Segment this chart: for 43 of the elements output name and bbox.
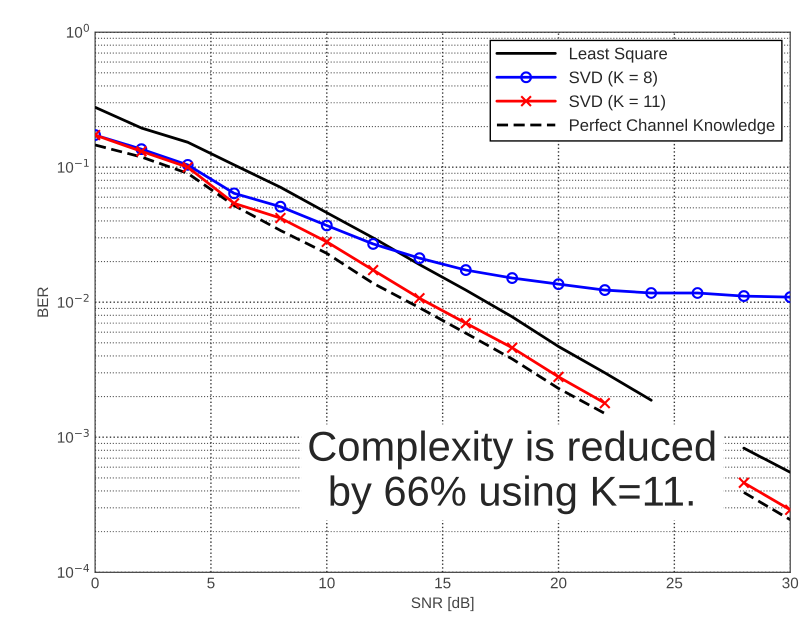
point — [228, 187, 240, 200]
y-axis-title: BER — [38, 287, 48, 317]
x-tick-label: 20 — [550, 578, 566, 588]
point — [414, 252, 426, 264]
point — [320, 236, 333, 248]
x-tick-label: 25 — [666, 578, 682, 588]
x-tick-label: 10 — [319, 578, 335, 588]
point — [320, 220, 333, 232]
point — [598, 284, 611, 296]
point — [367, 264, 380, 276]
point — [228, 197, 240, 210]
y-tick-label: 10$^{0}$ — [66, 24, 90, 38]
point — [692, 287, 704, 299]
x-tick-label: 15 — [435, 578, 451, 588]
x-tick-label: 5 — [207, 578, 215, 588]
x-axis-title: SNR [dB] — [412, 596, 474, 612]
point — [460, 317, 472, 330]
point — [274, 212, 286, 224]
point — [414, 292, 426, 304]
legend-label: SVD (K = 8) — [569, 71, 657, 87]
legend-label: Least Square — [570, 48, 668, 63]
point — [738, 290, 750, 302]
point — [367, 238, 380, 250]
point — [506, 342, 518, 354]
x-tick-label: 30 — [782, 578, 798, 588]
y-tick-label: 10$^{−1}$ — [58, 158, 89, 173]
point — [182, 158, 194, 171]
annotation: Complexity is reduced by 66% using K=11. — [309, 430, 714, 514]
point — [506, 272, 518, 284]
point — [274, 200, 286, 213]
x-tick-label: 0 — [91, 578, 99, 588]
point — [552, 278, 564, 290]
y-tick-label: 10$^{−3}$ — [58, 428, 89, 443]
point — [552, 370, 564, 383]
point — [182, 161, 194, 174]
y-tick-label: 10$^{−2}$ — [58, 294, 89, 308]
legend-label: SVD (K = 11) — [569, 94, 665, 110]
point — [598, 397, 611, 410]
point — [460, 264, 472, 276]
point — [645, 287, 658, 299]
legend-label: Perfect Channel Knowledge — [570, 118, 774, 134]
y-tick-label: 10$^{−4}$ — [58, 564, 90, 578]
point — [738, 476, 750, 489]
